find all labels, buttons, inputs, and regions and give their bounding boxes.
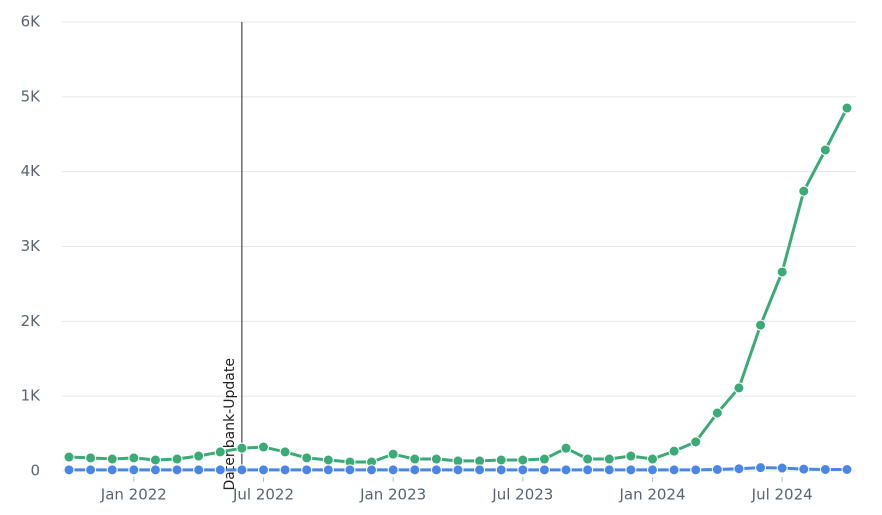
data-point [603,453,615,465]
data-point [474,464,486,476]
data-point [711,407,723,419]
series-line [68,107,849,464]
data-point [690,464,702,476]
data-point [603,464,615,476]
data-point [258,464,269,476]
data-point [668,464,680,476]
data-point [106,464,118,476]
data-point [841,102,853,114]
data-point [560,464,572,476]
data-point [495,454,507,466]
data-point [841,464,853,476]
y-tick-label: 2K [21,312,42,330]
y-tick-label: 6K [21,13,42,31]
annotation-label: Datenbank-Update [222,358,238,491]
data-point [798,185,810,197]
y-tick-label: 1K [21,387,42,405]
data-point [366,464,378,476]
data-point [733,463,745,475]
data-point [301,452,313,464]
data-point [776,462,788,474]
data-point [625,450,637,462]
data-point [755,462,767,474]
x-tick-label: Jan 2023 [359,486,426,504]
data-point [452,464,464,476]
y-tick-label: 0 [30,462,40,480]
data-point [755,319,767,331]
data-point [690,436,702,448]
data-point [819,464,831,476]
y-tick-label: 4K [21,162,42,180]
data-point [258,441,269,453]
data-point [279,446,291,458]
data-point [85,452,97,464]
data-point [344,464,356,476]
data-point [430,464,442,476]
data-point [106,453,118,465]
data-point [149,464,161,476]
x-tick-label: Jul 2023 [491,486,553,504]
data-point [279,464,291,476]
data-point [387,464,399,476]
data-point [538,464,550,476]
data-point [63,451,75,463]
data-point [409,453,421,465]
data-point [193,450,205,462]
data-point [322,464,334,476]
y-tick-label: 3K [21,237,42,255]
data-point [171,453,183,465]
data-point [236,464,248,476]
data-point [171,464,183,476]
data-point [560,442,572,454]
data-point [193,464,205,476]
data-point [387,448,399,460]
data-point [776,266,788,278]
data-point [538,453,550,465]
data-point [301,464,313,476]
data-point [214,446,226,458]
y-tick-label: 5K [21,87,42,105]
data-point [668,445,680,457]
data-point [733,382,745,394]
data-point [711,464,723,476]
data-point [625,464,637,476]
data-point [149,454,161,466]
data-point [647,464,658,476]
data-point [85,464,97,476]
data-point [517,454,529,466]
data-point [236,442,248,454]
data-point [128,464,140,476]
data-point [430,453,442,465]
data-point [409,464,421,476]
data-point [322,454,334,466]
data-point [214,464,226,476]
x-tick-label: Jan 2024 [618,486,685,504]
data-point [495,464,507,476]
data-point [63,464,75,476]
data-point [582,464,594,476]
x-tick-label: Jul 2022 [232,486,294,504]
data-point [798,463,810,475]
data-point [128,452,140,464]
data-point [582,453,594,465]
data-point [819,144,831,156]
data-point [647,453,658,465]
x-tick-label: Jan 2022 [100,486,167,504]
data-point [517,464,529,476]
x-tick-label: Jul 2024 [751,486,813,504]
